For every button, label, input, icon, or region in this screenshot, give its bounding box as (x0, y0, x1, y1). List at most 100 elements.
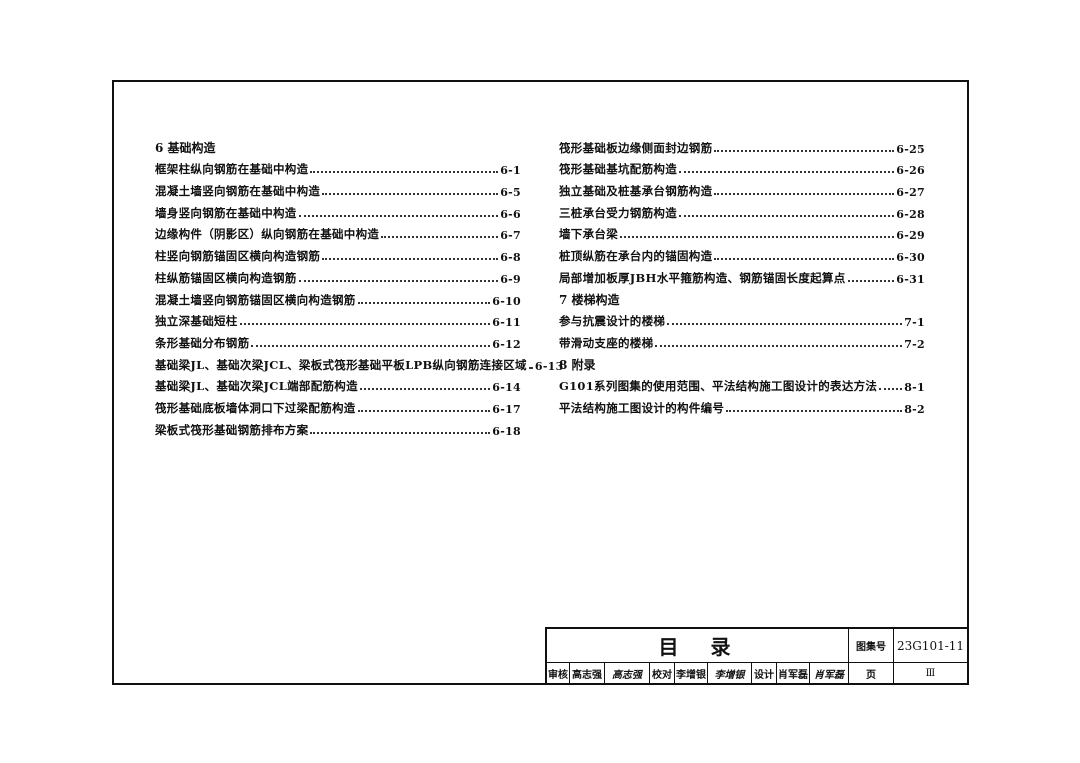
dot-leader (298, 279, 499, 282)
toc-entry-page: 8-1 (904, 381, 925, 395)
dot-leader (359, 388, 491, 391)
dot-leader (298, 214, 499, 217)
dot-leader (714, 193, 895, 196)
page-number: Ⅲ (894, 663, 968, 683)
toc-entry-title: G101系列图集的使用范围、平法结构施工图设计的表达方法 (559, 379, 878, 394)
toc-section-heading: 6 基础构造 (155, 140, 216, 155)
designer-name: 肖军磊 (777, 663, 810, 683)
toc-entry-page: 7-1 (904, 316, 925, 330)
page-label: 页 (849, 663, 894, 683)
dot-leader (679, 214, 895, 217)
toc-entry-page: 6-17 (492, 402, 521, 416)
dot-leader (381, 236, 499, 239)
toc-entry-title: 梁板式筏形基础钢筋排布方案 (155, 422, 309, 437)
toc-entry[interactable]: 带滑动支座的楼梯 7-2 (559, 329, 925, 351)
toc-entry[interactable]: 混凝土墙竖向钢筋在基础中构造 6-5 (155, 177, 521, 199)
toc-entry[interactable]: 筏形基础底板墙体洞口下过梁配筋构造 6-17 (155, 394, 521, 416)
toc-entry-title: 柱竖向钢筋锚固区横向构造钢筋 (155, 249, 321, 264)
dot-leader (655, 344, 903, 347)
toc-entry-page: 6-13 (534, 359, 564, 373)
toc-entry[interactable]: 局部增加板厚JBH水平箍筋构造、钢筋锚固长度起算点 6-31 (559, 264, 925, 286)
toc-entry-title: 混凝土墙竖向钢筋在基础中构造 (155, 184, 321, 199)
toc-entry-page: 6-8 (500, 251, 521, 265)
toc-entry-title: 混凝土墙竖向钢筋锚固区横向构造钢筋 (155, 292, 356, 307)
toc-entry-title: 局部增加板厚JBH水平箍筋构造、钢筋锚固长度起算点 (559, 270, 846, 285)
toc-entry-page: 6-29 (896, 229, 925, 243)
toc-entry[interactable]: 基础梁JL、基础次梁JCL端部配筋构造 6-14 (155, 373, 521, 395)
toc-entry-page: 6-12 (492, 337, 521, 351)
dot-leader (847, 279, 895, 282)
checker-signature: 李增银 (708, 663, 752, 683)
toc-entry[interactable]: 桩顶纵筋在承台内的锚固构造 6-30 (559, 242, 925, 264)
toc-entry-page: 6-25 (896, 142, 925, 156)
toc-entry[interactable]: 筏形基础基坑配筋构造 6-26 (559, 156, 925, 178)
reviewer-signature: 高志强 (605, 663, 650, 683)
dot-leader (528, 366, 533, 369)
check-label: 校对 (650, 663, 675, 683)
toc-entry[interactable]: 参与抗震设计的楼梯 7-1 (559, 308, 925, 330)
title-block: 目 录 图集号 23G101-11 审核 高志强 高志强 校对 李增银 李增银 … (545, 627, 968, 683)
toc-entry[interactable]: 混凝土墙竖向钢筋锚固区横向构造钢筋 6-10 (155, 286, 521, 308)
toc-right-column: 筏形基础板边缘侧面封边钢筋 6-25 筏形基础基坑配筋构造 6-26 独立基础及桩基承台… (559, 134, 925, 416)
toc-entry-title: 桩顶纵筋在承台内的锚固构造 (559, 249, 713, 264)
toc-entry[interactable]: 柱竖向钢筋锚固区横向构造钢筋 6-8 (155, 242, 521, 264)
dot-leader (879, 388, 903, 391)
dot-leader (239, 323, 491, 326)
toc-entry[interactable]: G101系列图集的使用范围、平法结构施工图设计的表达方法 8-1 (559, 373, 925, 395)
toc-entry-title: 墙下承台梁 (559, 227, 618, 242)
toc-entry-title: 框架柱纵向钢筋在基础中构造 (155, 162, 309, 177)
checker-name: 李增银 (675, 663, 708, 683)
atlas-number: 23G101-11 (894, 629, 968, 663)
dot-leader (679, 171, 895, 174)
dot-leader (322, 258, 499, 261)
toc-entry-title: 条形基础分布钢筋 (155, 335, 250, 350)
toc-entry-title: 参与抗震设计的楼梯 (559, 314, 666, 329)
designer-signature: 肖军磊 (810, 663, 849, 683)
toc-section-heading: 7 楼梯构造 (559, 292, 620, 307)
toc-entry-page: 6-1 (500, 164, 521, 178)
toc-entry-page: 6-5 (500, 186, 521, 200)
toc-entry-page: 6-30 (896, 251, 925, 265)
toc-entry-page: 6-18 (492, 424, 521, 438)
toc-entry[interactable]: 墙下承台梁 6-29 (559, 221, 925, 243)
dot-leader (322, 193, 499, 196)
toc-entry-page: 8-2 (904, 402, 925, 416)
title: 目 录 (547, 629, 849, 663)
toc-entry-title: 筏形基础基坑配筋构造 (559, 162, 677, 177)
toc-entry[interactable]: 独立深基础短柱 6-11 (155, 308, 521, 330)
dot-leader (714, 149, 895, 152)
toc-entry[interactable]: 筏形基础板边缘侧面封边钢筋 6-25 (559, 134, 925, 156)
dot-leader (726, 409, 903, 412)
dot-leader (357, 409, 491, 412)
drawing-frame (112, 80, 969, 685)
dot-leader (357, 301, 491, 304)
toc-entry[interactable]: 基础梁JL、基础次梁JCL、梁板式筏形基础平板LPB纵向钢筋连接区域 6-13 (155, 351, 563, 373)
toc-entry[interactable]: 三桩承台受力钢筋构造 6-28 (559, 199, 925, 221)
toc-entry[interactable]: 墙身竖向钢筋在基础中构造 6-6 (155, 199, 521, 221)
toc-entry[interactable]: 框架柱纵向钢筋在基础中构造 6-1 (155, 156, 521, 178)
toc-entry-page: 6-31 (896, 272, 925, 286)
toc-entry-page: 6-26 (896, 164, 925, 178)
toc-entry[interactable]: 柱纵筋锚固区横向构造钢筋 6-9 (155, 264, 521, 286)
toc-entry-title: 筏形基础底板墙体洞口下过梁配筋构造 (155, 400, 356, 415)
dot-leader (310, 431, 491, 434)
toc-entry-page: 7-2 (904, 337, 925, 351)
toc-entry[interactable]: 边缘构件（阴影区）纵向钢筋在基础中构造 6-7 (155, 221, 521, 243)
atlas-label: 图集号 (849, 629, 894, 663)
toc-entry-title: 独立深基础短柱 (155, 314, 238, 329)
toc-entry-page: 6-14 (492, 381, 521, 395)
dot-leader (714, 258, 895, 261)
reviewer-name: 高志强 (570, 663, 605, 683)
toc-entry-page: 6-9 (500, 272, 521, 286)
toc-entry-title: 墙身竖向钢筋在基础中构造 (155, 205, 297, 220)
toc-entry[interactable]: 梁板式筏形基础钢筋排布方案 6-18 (155, 416, 521, 438)
toc-entry[interactable]: 条形基础分布钢筋 6-12 (155, 329, 521, 351)
toc-entry-title: 三桩承台受力钢筋构造 (559, 205, 677, 220)
toc-entry-title: 带滑动支座的楼梯 (559, 335, 654, 350)
toc-entry-page: 6-7 (500, 229, 521, 243)
toc-entry[interactable]: 独立基础及桩基承台钢筋构造 6-27 (559, 177, 925, 199)
toc-entry[interactable]: 平法结构施工图设计的构件编号 8-2 (559, 394, 925, 416)
toc-section-heading: 8 附录 (559, 357, 596, 372)
toc-entry-page: 6-11 (492, 316, 521, 330)
toc-entry-page: 6-10 (492, 294, 521, 308)
